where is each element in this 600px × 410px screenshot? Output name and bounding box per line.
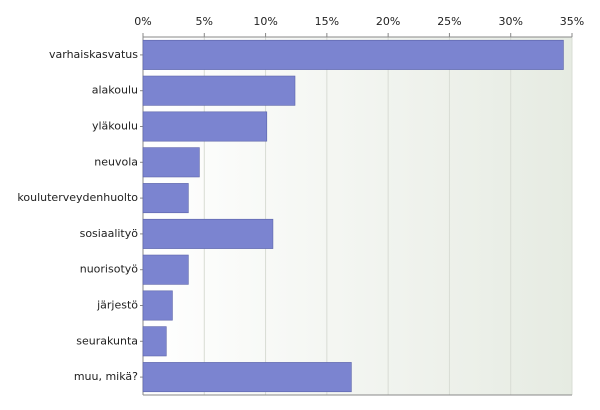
- y-tick-label: sosiaalityö: [80, 227, 139, 240]
- y-tick-label: nuorisotyö: [80, 263, 139, 276]
- x-tick-label: 30%: [498, 15, 522, 28]
- y-tick-label: yläkoulu: [92, 120, 138, 133]
- bar: [142, 218, 274, 249]
- bar: [142, 290, 173, 321]
- bar: [142, 362, 352, 393]
- y-tick-label: alakoulu: [92, 84, 138, 97]
- bar: [142, 183, 189, 214]
- bar: [142, 147, 200, 178]
- x-tick-label: 15%: [315, 15, 339, 28]
- x-tick-label: 0%: [134, 15, 151, 28]
- y-tick-label: seurakunta: [76, 334, 138, 347]
- bar: [142, 254, 189, 285]
- y-tick-label: muu, mikä?: [74, 370, 138, 383]
- y-tick-label: neuvola: [94, 155, 138, 168]
- bar: [142, 111, 268, 142]
- y-tick-label: kouluterveydenhuolto: [17, 191, 138, 204]
- y-tick-label: varhaiskasvatus: [49, 48, 138, 61]
- x-tick-label: 20%: [376, 15, 400, 28]
- x-tick-label: 25%: [437, 15, 461, 28]
- bar: [142, 326, 167, 357]
- x-tick-label: 35%: [560, 15, 584, 28]
- y-tick-label: järjestö: [96, 299, 138, 312]
- bar: [142, 39, 564, 70]
- bar: [142, 75, 296, 106]
- x-tick-label: 10%: [253, 15, 277, 28]
- x-tick-label: 5%: [196, 15, 213, 28]
